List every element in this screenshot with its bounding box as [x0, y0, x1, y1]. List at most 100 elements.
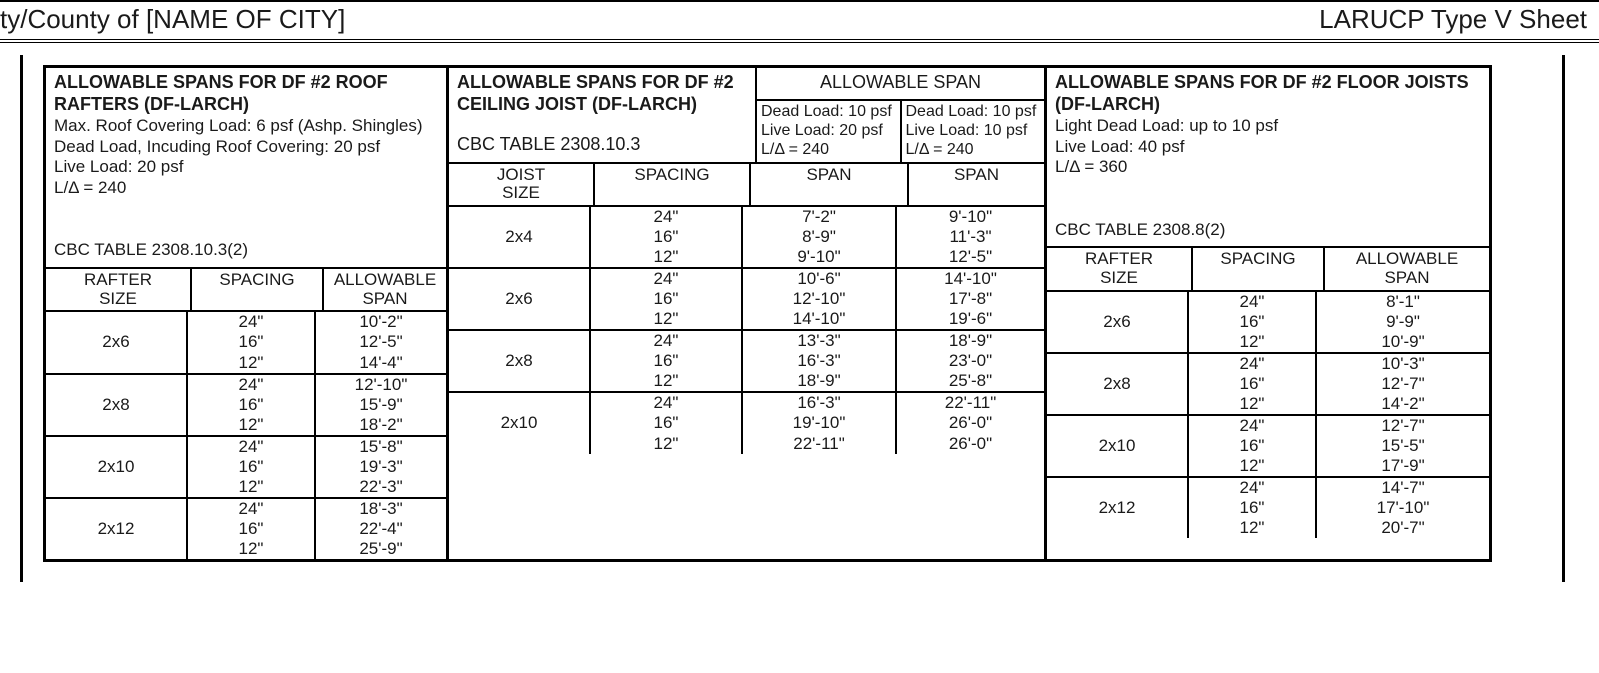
- size-cell: 2x4: [449, 207, 591, 267]
- table-row: 24"8'-1": [1189, 292, 1489, 312]
- table-cell: 24": [1189, 416, 1317, 436]
- table-row-group: 2x824"10'-3"16"12'-7"12"14'-2": [1047, 354, 1489, 416]
- table-cell: 16": [591, 413, 743, 433]
- table-cell: 10'-6": [743, 269, 897, 289]
- rafters-body: 2x624"10'-2"16"12'-5"12"14'-4"2x824"12'-…: [46, 312, 446, 559]
- size-cell: 2x10: [46, 437, 188, 497]
- table-cell: 15'-9": [316, 395, 446, 415]
- table-row: 24"10'-2": [188, 312, 446, 332]
- table-cell: 14'-4": [316, 353, 446, 373]
- table-cell: 24": [188, 312, 316, 332]
- ceiling-header-right: ALLOWABLE SPAN Dead Load: 10 psfLive Loa…: [755, 68, 1044, 162]
- table-row: 16"17'-10": [1189, 498, 1489, 518]
- size-cell: 2x12: [1047, 478, 1189, 538]
- table-cell: 16": [1189, 374, 1317, 394]
- rafters-columns: RAFTERSIZESPACINGALLOWABLESPAN: [46, 269, 446, 312]
- table-cell: 16'-3": [743, 351, 897, 371]
- table-row: 16"22'-4": [188, 519, 446, 539]
- table-row: 24"15'-8": [188, 437, 446, 457]
- column-header: SPAN: [751, 164, 909, 205]
- table-cell: 16": [591, 289, 743, 309]
- table-row-group: 2x624"10'-6"14'-10"16"12'-10"17'-8"12"14…: [449, 269, 1044, 331]
- table-cell: 12": [188, 415, 316, 435]
- table-row: 12"9'-10"12'-5": [591, 247, 1044, 267]
- table-cell: 12": [591, 371, 743, 391]
- table-cell: 12": [1189, 394, 1317, 414]
- title-left: ty/County of [NAME OF CITY]: [0, 4, 345, 35]
- table-cell: 24": [188, 437, 316, 457]
- table-cell: 12'-7": [1317, 416, 1489, 436]
- section-floor-joists: ALLOWABLE SPANS FOR DF #2 FLOOR JOISTS (…: [1047, 68, 1489, 559]
- column-header: ALLOWABLESPAN: [324, 269, 446, 310]
- table-row: 16"12'-10"17'-8": [591, 289, 1044, 309]
- table-cell: 15'-5": [1317, 436, 1489, 456]
- table-cell: 26'-0": [897, 434, 1044, 454]
- table-row: 24"13'-3"18'-9": [591, 331, 1044, 351]
- outer-frame: ALLOWABLE SPANS FOR DF #2 ROOF RAFTERS (…: [20, 55, 1565, 582]
- table-cell: 9'-10": [897, 207, 1044, 227]
- table-cell: 12": [1189, 332, 1317, 352]
- size-cell: 2x12: [46, 499, 188, 559]
- size-cell: 2x6: [46, 312, 188, 372]
- table-cell: 12": [188, 539, 316, 559]
- table-cell: 16": [188, 395, 316, 415]
- ceiling-load-a: Dead Load: 10 psfLive Load: 20 psfL/Δ = …: [757, 101, 902, 162]
- table-row: 16"15'-9": [188, 395, 446, 415]
- table-cell: 18'-3": [316, 499, 446, 519]
- table-cell: 16'-3": [743, 393, 897, 413]
- table-cell: 14'-10": [897, 269, 1044, 289]
- table-row: 24"16'-3"22'-11": [591, 393, 1044, 413]
- table-cell: 10'-2": [316, 312, 446, 332]
- table-row: 24"10'-3": [1189, 354, 1489, 374]
- ceiling-header-left: ALLOWABLE SPANS FOR DF #2 CEILING JOIST …: [449, 68, 755, 162]
- table-cell: 7'-2": [743, 207, 897, 227]
- table-row: 12"20'-7": [1189, 518, 1489, 538]
- table-cell: 14'-2": [1317, 394, 1489, 414]
- title-bar: ty/County of [NAME OF CITY] LARUCP Type …: [0, 0, 1599, 43]
- table-row-group: 2x624"8'-1"16"9'-9"12"10'-9": [1047, 292, 1489, 354]
- size-cell: 2x6: [1047, 292, 1189, 352]
- size-cell: 2x8: [1047, 354, 1189, 414]
- table-cell: 18'-2": [316, 415, 446, 435]
- span-tables: ALLOWABLE SPANS FOR DF #2 ROOF RAFTERS (…: [43, 65, 1492, 562]
- table-row: 24"10'-6"14'-10": [591, 269, 1044, 289]
- ceiling-cbc: CBC TABLE 2308.10.3: [457, 134, 747, 156]
- table-cell: 19'-10": [743, 413, 897, 433]
- table-cell: 15'-8": [316, 437, 446, 457]
- table-cell: 22'-4": [316, 519, 446, 539]
- table-cell: 8'-1": [1317, 292, 1489, 312]
- table-cell: 17'-10": [1317, 498, 1489, 518]
- table-row: 12"17'-9": [1189, 456, 1489, 476]
- floor-body: 2x624"8'-1"16"9'-9"12"10'-9"2x824"10'-3"…: [1047, 292, 1489, 539]
- table-row: 12"25'-9": [188, 539, 446, 559]
- table-cell: 9'-10": [743, 247, 897, 267]
- table-cell: 12": [188, 353, 316, 373]
- table-row-group: 2x1024"16'-3"22'-11"16"19'-10"26'-0"12"2…: [449, 393, 1044, 453]
- table-cell: 24": [1189, 292, 1317, 312]
- table-cell: 17'-8": [897, 289, 1044, 309]
- table-cell: 24": [1189, 354, 1317, 374]
- column-header: ALLOWABLESPAN: [1325, 248, 1489, 289]
- size-cell: 2x8: [449, 331, 591, 391]
- table-cell: 13'-3": [743, 331, 897, 351]
- table-cell: 16": [1189, 498, 1317, 518]
- table-row: 12"10'-9": [1189, 332, 1489, 352]
- ceiling-load-cells: Dead Load: 10 psfLive Load: 20 psfL/Δ = …: [757, 101, 1044, 162]
- table-row: 24"12'-10": [188, 375, 446, 395]
- table-cell: 12": [1189, 518, 1317, 538]
- table-row: 24"18'-3": [188, 499, 446, 519]
- table-cell: 25'-9": [316, 539, 446, 559]
- table-row: 16"9'-9": [1189, 312, 1489, 332]
- table-cell: 18'-9": [897, 331, 1044, 351]
- table-cell: 24": [188, 499, 316, 519]
- table-cell: 16": [591, 227, 743, 247]
- table-row: 12"22'-11"26'-0": [591, 434, 1044, 454]
- table-row: 12"18'-9"25'-8": [591, 371, 1044, 391]
- table-cell: 16": [188, 332, 316, 352]
- table-row: 12"14'-10"19'-6": [591, 309, 1044, 329]
- floor-header: ALLOWABLE SPANS FOR DF #2 FLOOR JOISTS (…: [1047, 68, 1489, 248]
- table-cell: 8'-9": [743, 227, 897, 247]
- column-header: SPACING: [192, 269, 324, 310]
- table-cell: 11'-3": [897, 227, 1044, 247]
- table-cell: 16": [1189, 436, 1317, 456]
